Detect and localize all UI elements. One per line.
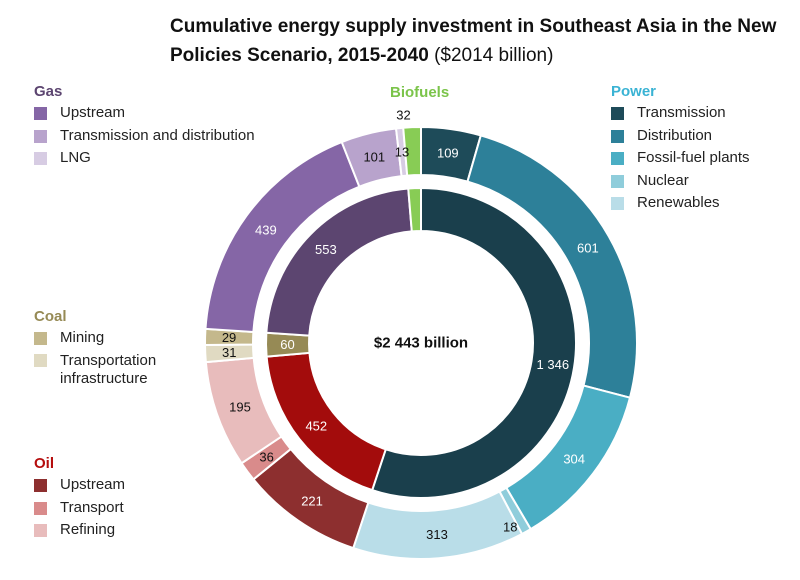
- legend-swatch: [34, 152, 47, 165]
- legend-label: Nuclear: [637, 171, 689, 189]
- legend-item-power-nuclear: Nuclear: [611, 170, 750, 193]
- legend-swatch: [34, 353, 47, 367]
- legend-power-title: Power: [611, 83, 657, 100]
- inner-slice-biofuels: [407, 186, 422, 233]
- outer-label-power-nuclear: 18: [503, 520, 517, 535]
- legend-label: Transportation infrastructure: [60, 351, 157, 387]
- inner-slice-power: [370, 186, 577, 499]
- outer-slice-biofuels-biofuels: [402, 125, 422, 177]
- outer-label-oil-refining: 195: [229, 399, 251, 414]
- legend-item-gas-transmission-distribution: Transmission and distribution: [34, 125, 255, 148]
- legend-item-power-renewables: Renewables: [611, 192, 750, 215]
- outer-label-gas-upstream: 439: [255, 222, 277, 237]
- legend-swatch: [34, 479, 47, 492]
- legend-item-power-fossil: Fossil-fuel plants: [611, 147, 750, 170]
- outer-label-coal-transportation-infrastructure: 31: [222, 345, 236, 360]
- outer-label-gas-lng: 13: [395, 144, 409, 159]
- outer-label-power-renewables: 313: [426, 527, 448, 542]
- inner-label-power: 1 346: [537, 357, 570, 372]
- legend-swatch: [611, 152, 624, 165]
- legend-label: Upstream: [60, 104, 126, 121]
- legend-label: Renewables: [637, 194, 720, 211]
- outer-label-power-distribution: 601: [577, 241, 599, 256]
- legend-swatch: [611, 129, 624, 143]
- legend-label: LNG: [60, 149, 91, 166]
- legend-gas: Gas Upstream Transmission and distributi…: [34, 83, 255, 170]
- center-total-label: $2 443 billion: [374, 335, 468, 352]
- legend-label: Fossil-fuel plants: [637, 149, 750, 166]
- legend-label: Transport: [60, 498, 124, 516]
- legend-swatch: [611, 174, 624, 188]
- legend-swatch: [34, 107, 47, 120]
- legend-label: Upstream: [60, 476, 126, 493]
- outer-label-power-fossil-fuel-plants: 304: [563, 451, 585, 466]
- outer-label-coal-mining: 29: [222, 330, 236, 345]
- legend-swatch: [34, 524, 47, 537]
- legend-coal-title: Coal: [34, 308, 67, 325]
- outer-label-oil-upstream: 221: [301, 494, 323, 509]
- legend-item-oil-transport: Transport: [34, 497, 125, 520]
- legend-item-oil-upstream: Upstream: [34, 474, 125, 497]
- legend-swatch: [611, 107, 624, 120]
- legend-gas-title: Gas: [34, 83, 63, 100]
- legend-swatch: [34, 332, 47, 345]
- outer-label-power-transmission: 109: [437, 145, 459, 160]
- inner-label-oil: 452: [305, 418, 327, 433]
- legend-coal: Coal Mining Transportation infrastructur…: [34, 308, 210, 388]
- legend-item-power-distribution: Distribution: [611, 125, 750, 148]
- chart-title-main: Cumulative energy supply investment in S…: [170, 16, 777, 66]
- legend-item-coal-mining: Mining: [34, 327, 210, 350]
- legend-item-gas-upstream: Upstream: [34, 102, 255, 125]
- legend-item-coal-transportation: Transportation infrastructure: [34, 350, 210, 388]
- chart-title-unit: ($2014 billion): [434, 45, 554, 66]
- legend-label: Transmission and distribution: [60, 126, 255, 144]
- legend-oil-title: Oil: [34, 455, 55, 472]
- outer-slice-power-renewables: [351, 490, 524, 560]
- outer-label-oil-transport: 36: [259, 450, 273, 465]
- legend-oil: Oil Upstream Transport Refining: [34, 455, 125, 542]
- legend-biofuels-title: Biofuels: [390, 84, 450, 101]
- legend-label: Distribution: [637, 126, 713, 144]
- inner-label-coal: 60: [280, 337, 294, 352]
- legend-swatch: [611, 197, 624, 210]
- legend-biofuels: Biofuels: [390, 84, 449, 101]
- legend-swatch: [34, 129, 47, 143]
- chart-title: Cumulative energy supply investment in S…: [170, 12, 790, 70]
- outer-label-gas-transmission-and-distribution: 101: [363, 149, 385, 164]
- legend-label: Mining: [60, 329, 105, 346]
- legend-label: Refining: [60, 521, 116, 538]
- legend-item-power-transmission: Transmission: [611, 102, 750, 125]
- legend-label: Transmission: [637, 104, 726, 121]
- inner-label-gas: 553: [315, 242, 337, 257]
- legend-power: Power Transmission Distribution Fossil-f…: [611, 83, 750, 215]
- legend-item-gas-lng: LNG: [34, 147, 255, 170]
- outer-label-biofuels-biofuels: 32: [396, 108, 410, 123]
- legend-swatch: [34, 501, 47, 515]
- legend-item-oil-refining: Refining: [34, 519, 125, 542]
